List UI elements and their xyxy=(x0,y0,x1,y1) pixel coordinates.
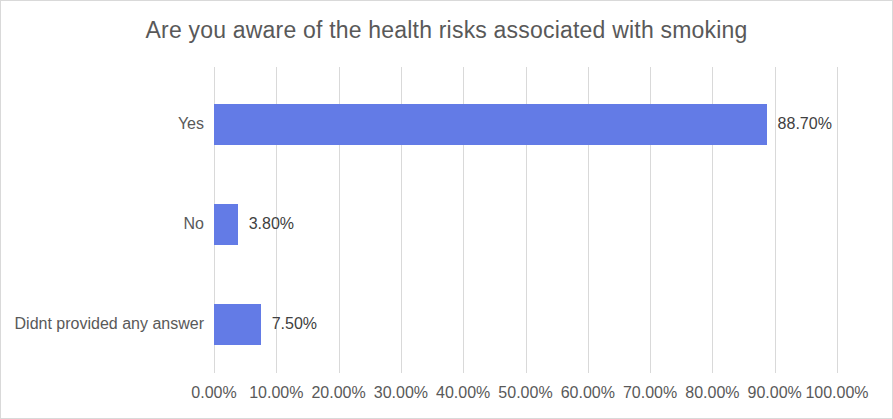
bar-didnt-provided-any-answer xyxy=(214,304,261,345)
chart-title: Are you aware of the health risks associ… xyxy=(1,17,892,44)
category-label: No xyxy=(1,214,204,234)
x-tick-label: 30.00% xyxy=(374,383,428,403)
x-tick-label: 10.00% xyxy=(249,383,303,403)
bar-yes xyxy=(214,104,767,145)
x-tick-label: 60.00% xyxy=(561,383,615,403)
x-tick-label: 90.00% xyxy=(748,383,802,403)
data-label: 88.70% xyxy=(778,114,832,134)
category-label: Didnt provided any answer xyxy=(1,314,204,334)
gridline xyxy=(837,67,838,373)
x-tick-label: 70.00% xyxy=(623,383,677,403)
data-label: 7.50% xyxy=(272,314,317,334)
x-tick-label: 0.00% xyxy=(191,383,236,403)
bar-chart: Are you aware of the health risks associ… xyxy=(0,0,893,419)
plot-area: 88.70% 3.80% 7.50% xyxy=(214,67,837,373)
data-label: 3.80% xyxy=(249,214,294,234)
category-label: Yes xyxy=(1,114,204,134)
x-tick-label: 40.00% xyxy=(436,383,490,403)
x-tick-label: 20.00% xyxy=(311,383,365,403)
gridline xyxy=(775,67,776,373)
x-tick-label: 50.00% xyxy=(498,383,552,403)
x-tick-label: 80.00% xyxy=(685,383,739,403)
bar-no xyxy=(214,204,238,245)
x-tick-label: 100.00% xyxy=(805,383,868,403)
